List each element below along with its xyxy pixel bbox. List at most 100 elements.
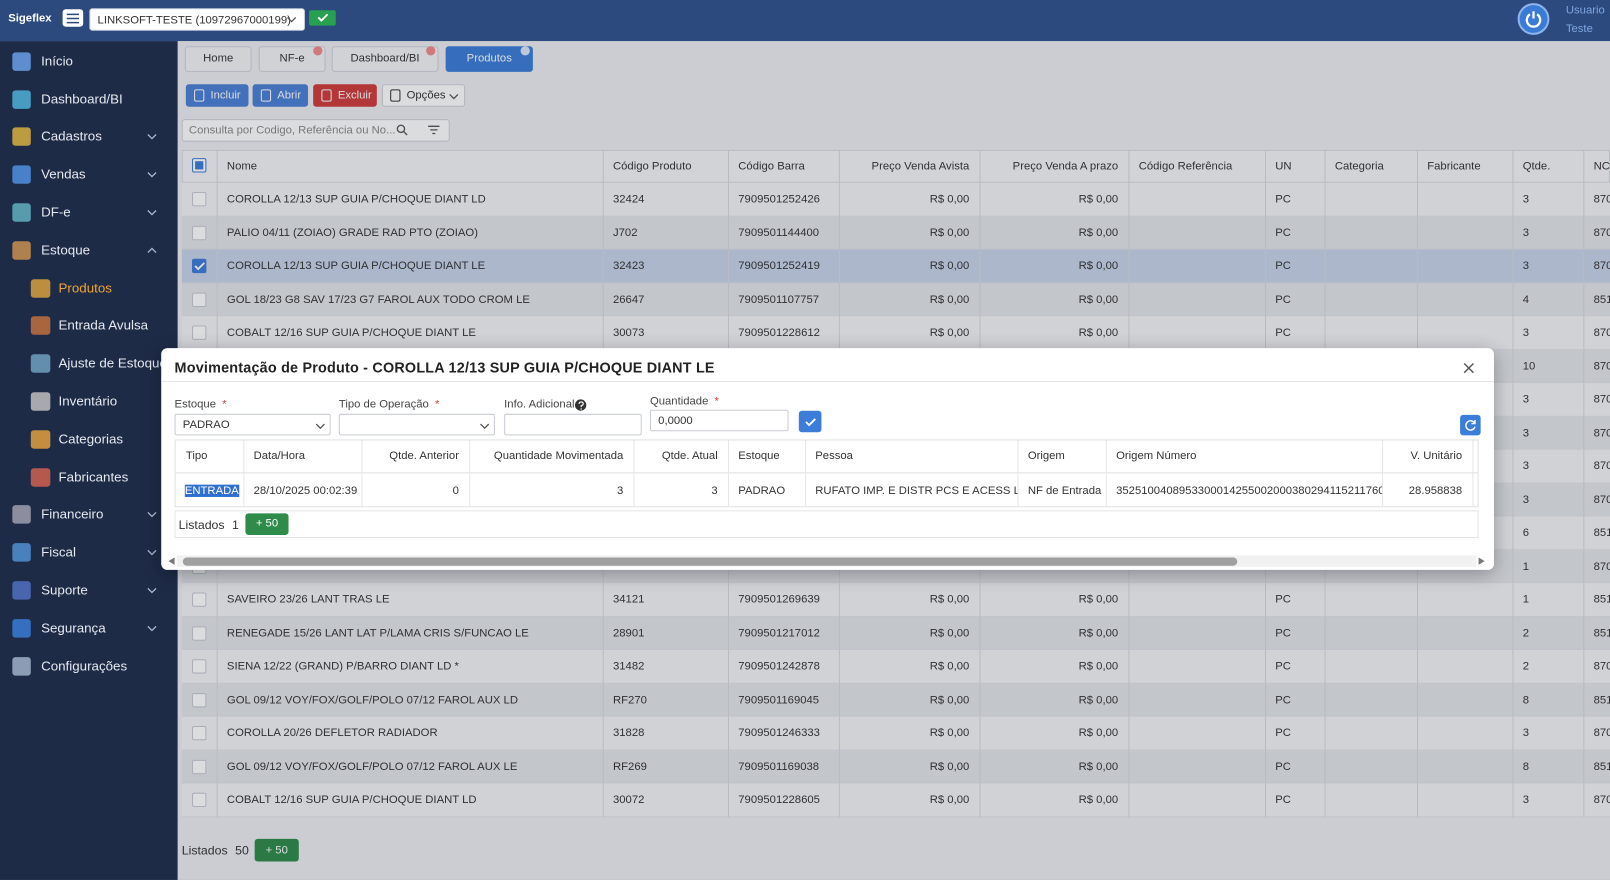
modal-divider — [161, 381, 1494, 382]
field-input[interactable]: 0,0000 — [650, 410, 789, 432]
scroll-left — [168, 558, 174, 565]
scroll-thumb[interactable] — [183, 558, 1238, 566]
modal-column-header: V. Unitário — [1382, 440, 1472, 472]
menu-item[interactable]: Dashboard/BI — [41, 90, 123, 108]
menu-item[interactable]: DF-e — [41, 203, 71, 221]
submenu-item[interactable]: Categorias — [59, 430, 124, 448]
menu-icon — [12, 619, 30, 637]
company-select[interactable]: LINKSOFT-TESTE (10972967000199) — [89, 8, 305, 31]
modal-column-header: Estoque — [728, 440, 805, 472]
menu-item[interactable]: Início — [41, 52, 73, 70]
field-input[interactable] — [339, 414, 495, 436]
modal-cell: Mo — [1472, 473, 1478, 507]
modal-column-header: Qtde. Atual — [634, 440, 728, 472]
submenu-item[interactable]: Inventário — [59, 392, 118, 410]
menu-icon — [12, 52, 30, 70]
menu-chevron — [147, 586, 157, 594]
menu-chevron — [147, 246, 157, 254]
submenu-item[interactable]: Entrada Avulsa — [59, 316, 149, 334]
menu-icon — [12, 241, 30, 259]
menu-item[interactable]: Cadastros — [41, 127, 102, 145]
menu-item[interactable]: Fiscal — [41, 543, 76, 561]
field-label: Quantidade* — [650, 392, 719, 410]
icon-part — [148, 626, 156, 630]
modal-column-header: Origem — [1018, 440, 1106, 472]
submenu-item[interactable]: Ajuste de Estoque — [59, 354, 167, 372]
selected-text: ENTRADA — [185, 485, 239, 497]
menu-chevron — [147, 170, 157, 178]
modal-table: TipoData/HoraQtde. AnteriorQuantidade Mo… — [175, 439, 1479, 507]
modal-cell: 28/10/2025 00:02:39 — [243, 473, 361, 507]
menu-icon — [12, 127, 30, 145]
modal-cell: 0 — [361, 473, 469, 507]
icon-part — [318, 14, 327, 20]
menu-icon — [12, 203, 30, 221]
menu-item[interactable]: Configurações — [41, 657, 127, 675]
submenu-item[interactable]: Produtos — [59, 279, 112, 297]
select-chevron — [286, 15, 296, 23]
scroll-right — [1479, 558, 1485, 565]
menu-item[interactable]: Vendas — [41, 165, 86, 183]
apply-icon — [804, 416, 817, 428]
required-mark: * — [715, 395, 719, 407]
menu-chevron — [147, 132, 157, 140]
modal-more-button[interactable]: + 50 — [245, 513, 288, 535]
icon-part — [148, 210, 156, 214]
icon-part — [67, 14, 79, 22]
modal-column-header: Pessoa — [805, 440, 1018, 472]
field-chevron — [315, 422, 325, 430]
modal-footer-label: Listados — [179, 515, 225, 533]
menu-chevron — [147, 510, 157, 518]
modal-column-header: Quantidade Movimentada — [469, 440, 633, 472]
modal-cell: RUFATO IMP. E DISTR PCS E ACESS LTDA — [805, 473, 1018, 507]
icon-part — [1464, 363, 1473, 372]
icon-part — [148, 248, 156, 252]
field-value: PADRAO — [183, 416, 230, 434]
icon-part — [168, 558, 174, 565]
modal-cell: 3 — [469, 473, 633, 507]
modal-column-header: Qtde. Anterior — [361, 440, 469, 472]
icon-part — [481, 424, 489, 428]
brand: Sigeflex — [8, 9, 51, 27]
menu-chevron — [147, 624, 157, 632]
menu-item[interactable]: Financeiro — [41, 505, 103, 523]
field-label: Tipo de Operação* — [339, 395, 440, 413]
submenu-item[interactable]: Fabricantes — [59, 468, 129, 486]
icon-part — [148, 135, 156, 139]
submenu-icon — [31, 392, 51, 410]
field-input[interactable] — [504, 414, 642, 436]
menu-item[interactable]: Suporte — [41, 581, 88, 599]
icon-part — [288, 17, 296, 21]
menu-item[interactable]: Estoque — [41, 241, 90, 259]
menu-icon — [12, 165, 30, 183]
modal-cell: ENTRADA — [176, 473, 244, 507]
menu-item[interactable]: Segurança — [41, 619, 106, 637]
field-value: 0,0000 — [658, 412, 693, 430]
required-mark: * — [435, 398, 439, 410]
modal-cell: 3 — [634, 473, 728, 507]
menu-icon — [12, 90, 30, 108]
modal-title: Movimentação de Produto - COROLLA 12/13 … — [175, 358, 715, 376]
submenu-icon — [31, 279, 51, 297]
modal-column-header: Origem Número — [1106, 440, 1382, 472]
submenu-icon — [31, 468, 51, 486]
modal-cell: 28.958838 — [1382, 473, 1472, 507]
icon-part — [316, 424, 324, 428]
modal-footer — [175, 510, 1479, 538]
user-line: Usuario — [1566, 1, 1605, 19]
field-input[interactable]: PADRAO — [175, 414, 331, 436]
modal-column-header: Tipo — [176, 440, 244, 472]
menu-chevron — [147, 548, 157, 556]
submenu-icon — [31, 430, 51, 448]
modal-column-header: Data/Hora — [243, 440, 361, 472]
icon-part — [148, 550, 156, 554]
icon-part — [1479, 558, 1485, 565]
field-label: Estoque* — [175, 395, 227, 413]
menu-icon — [12, 581, 30, 599]
icon-part — [579, 401, 583, 406]
submenu-icon — [31, 316, 51, 334]
required-mark: * — [222, 398, 226, 410]
modal-cell: NF de Entrada — [1018, 473, 1106, 507]
help-mark — [578, 401, 584, 409]
